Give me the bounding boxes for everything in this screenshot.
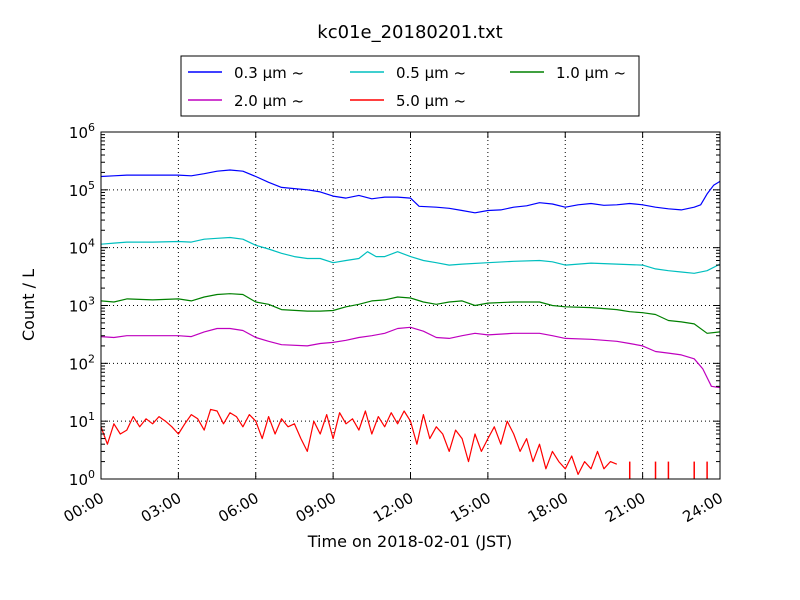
legend: 0.3 μm ~ 0.5 μm ~ 1.0 μm ~ 2.0 μm ~ 5.0 μm ~ bbox=[180, 55, 640, 117]
x-tick-label: 24:00 bbox=[680, 489, 726, 526]
y-tick-label: 106 bbox=[69, 121, 95, 142]
legend-label-1: 0.3 μm ~ bbox=[234, 64, 304, 82]
series-line-2 bbox=[100, 236, 721, 274]
x-tick-label: 15:00 bbox=[447, 489, 493, 526]
chart-title: kc01e_20180201.txt bbox=[317, 22, 502, 43]
legend-label-3: 1.0 μm ~ bbox=[556, 64, 626, 82]
x-axis-label: Time on 2018-02-01 (JST) bbox=[307, 532, 512, 551]
x-tick-label: 00:00 bbox=[61, 489, 107, 526]
legend-label-2: 0.5 μm ~ bbox=[396, 64, 466, 82]
y-tick-label: 100 bbox=[69, 468, 95, 489]
x-tick-label: 06:00 bbox=[215, 489, 261, 526]
series-layer bbox=[100, 169, 721, 479]
y-tick-label: 104 bbox=[69, 237, 95, 258]
legend-box bbox=[180, 55, 640, 117]
series-line-3 bbox=[100, 293, 721, 334]
x-tick-label: 21:00 bbox=[602, 489, 648, 526]
y-tick-label: 103 bbox=[69, 295, 95, 316]
x-tick-label: 18:00 bbox=[525, 489, 571, 526]
y-tick-label: 101 bbox=[69, 410, 95, 431]
x-tick-label: 09:00 bbox=[293, 489, 339, 526]
legend-items: 0.3 μm ~ 0.5 μm ~ 1.0 μm ~ 2.0 μm ~ 5.0 μm ~ bbox=[188, 64, 626, 110]
y-tick-label: 105 bbox=[69, 179, 95, 200]
series-line-1 bbox=[100, 169, 721, 214]
y-axis-label: Count / L bbox=[19, 269, 38, 341]
legend-label-4: 2.0 μm ~ bbox=[234, 92, 304, 110]
series-line-5 bbox=[100, 408, 618, 475]
plot-area: 00:00 03:00 06:00 09:00 12:00 15:00 18:00 21:00… bbox=[61, 121, 726, 526]
series-line-4 bbox=[100, 326, 721, 389]
y-tick-label: 102 bbox=[69, 352, 95, 373]
x-tick-label: 12:00 bbox=[370, 489, 416, 526]
legend-label-5: 5.0 μm ~ bbox=[396, 92, 466, 110]
x-tick-label: 03:00 bbox=[138, 489, 184, 526]
